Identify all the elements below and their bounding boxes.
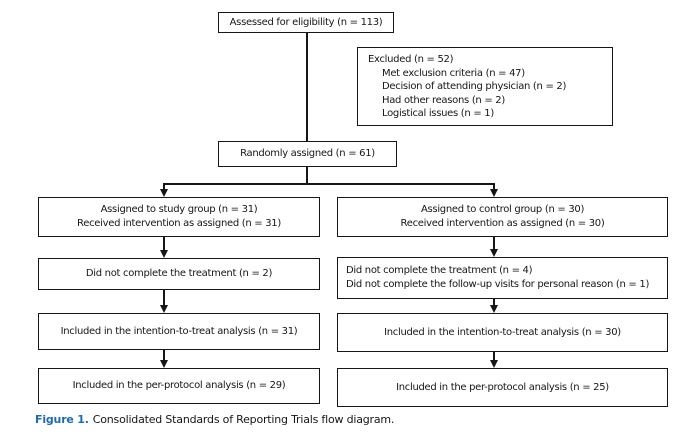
control-itt-label: Included in the intention-to-treat analy…	[384, 326, 621, 338]
connector-study-2-3	[163, 290, 165, 305]
figure-caption: Figure 1. Consolidated Standards of Repor…	[35, 413, 394, 426]
control-itt-box: Included in the intention-to-treat analy…	[337, 313, 668, 352]
arrowhead-control-per-protocol	[489, 360, 498, 368]
control-dropout-box: Did not complete the treatment (n = 4) D…	[337, 257, 668, 299]
connector-split-left-stem	[163, 183, 165, 190]
control-assigned-line2: Received intervention as assigned (n = 3…	[400, 218, 605, 229]
randomized-label: Randomly assigned (n = 61)	[240, 148, 375, 159]
connector-study-1-2	[163, 237, 165, 250]
excluded-item: Met exclusion criteria (n = 47)	[382, 67, 525, 79]
study-itt-label: Included in the intention-to-treat analy…	[60, 325, 298, 337]
connector-control-1-2	[493, 237, 495, 249]
control-dropout-line2: Did not complete the follow-up visits fo…	[346, 279, 650, 290]
control-per-protocol-label: Included in the per-protocol analysis (n…	[396, 381, 609, 393]
control-per-protocol-box: Included in the per-protocol analysis (n…	[337, 368, 668, 407]
arrowhead-control-dropout	[489, 249, 498, 257]
study-itt-box: Included in the intention-to-treat analy…	[38, 313, 320, 350]
arrowhead-study-dropout	[159, 250, 168, 258]
control-group-assigned-box: Assigned to control group (n = 30) Recei…	[337, 197, 668, 237]
excluded-box: Excluded (n = 52) Met exclusion criteria…	[357, 47, 613, 126]
arrowhead-control-itt	[489, 305, 498, 313]
study-per-protocol-label: Included in the per-protocol analysis (n…	[72, 380, 286, 391]
arrowhead-study-per-protocol	[159, 360, 168, 368]
study-dropout-box: Did not complete the treatment (n = 2)	[38, 258, 320, 290]
study-assigned-line1: Assigned to study group (n = 31)	[100, 204, 258, 215]
figure-caption-text: Consolidated Standards of Reporting Tria…	[92, 413, 395, 426]
control-dropout-line1: Did not complete the treatment (n = 4)	[346, 265, 533, 276]
figure-caption-label: Figure 1.	[35, 413, 89, 426]
excluded-item: Had other reasons (n = 2)	[382, 94, 505, 106]
excluded-item: Logistical issues (n = 1)	[382, 108, 494, 119]
arrowhead-to-study-group	[159, 189, 168, 197]
connector-randomized-stem	[306, 167, 308, 184]
assessed-label: Assessed for eligibility (n = 113)	[229, 16, 383, 28]
excluded-item: Decision of attending physician (n = 2)	[382, 81, 567, 92]
study-per-protocol-box: Included in the per-protocol analysis (n…	[38, 368, 320, 404]
connector-assessed-to-randomized	[306, 33, 308, 141]
connector-study-3-4	[163, 350, 165, 360]
connector-control-3-4	[493, 352, 495, 360]
study-group-assigned-box: Assigned to study group (n = 31) Receive…	[38, 197, 320, 237]
control-assigned-line1: Assigned to control group (n = 30)	[420, 204, 585, 215]
arrowhead-study-itt	[159, 305, 168, 313]
arrowhead-to-control-group	[489, 189, 498, 197]
connector-split-right-stem	[493, 183, 495, 190]
study-assigned-line2: Received intervention as assigned (n = 3…	[77, 218, 281, 229]
connector-control-2-3	[493, 299, 495, 305]
connector-split-horizontal	[163, 183, 495, 185]
assessed-for-eligibility-box: Assessed for eligibility (n = 113)	[218, 12, 394, 33]
randomly-assigned-box: Randomly assigned (n = 61)	[218, 141, 397, 167]
study-dropout-line1: Did not complete the treatment (n = 2)	[85, 268, 273, 279]
excluded-title: Excluded (n = 52)	[368, 54, 454, 65]
